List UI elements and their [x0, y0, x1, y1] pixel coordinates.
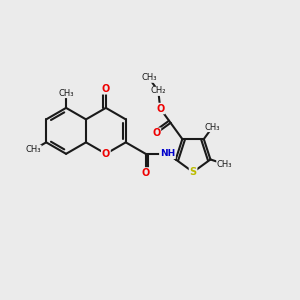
- Text: CH₃: CH₃: [217, 160, 232, 169]
- Text: S: S: [190, 167, 196, 177]
- Text: O: O: [152, 128, 160, 138]
- Text: O: O: [156, 103, 164, 114]
- Text: O: O: [102, 84, 110, 94]
- Text: CH₃: CH₃: [58, 89, 74, 98]
- Text: CH₃: CH₃: [141, 74, 157, 82]
- Text: CH₂: CH₂: [151, 86, 166, 95]
- Text: NH: NH: [160, 149, 175, 158]
- Text: O: O: [102, 149, 110, 159]
- Text: CH₃: CH₃: [26, 145, 41, 154]
- Text: O: O: [142, 168, 150, 178]
- Text: CH₃: CH₃: [205, 123, 220, 132]
